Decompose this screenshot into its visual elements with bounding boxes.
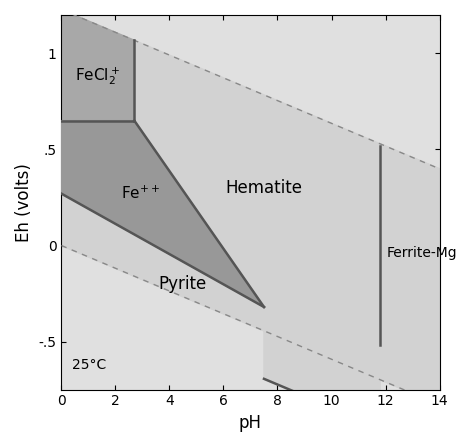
Text: Ferrite-Mg: Ferrite-Mg (387, 246, 457, 260)
X-axis label: pH: pH (239, 414, 262, 432)
Polygon shape (62, 10, 134, 121)
Polygon shape (62, 194, 380, 428)
Text: Fe$^{++}$: Fe$^{++}$ (121, 185, 160, 202)
Text: Pyrite: Pyrite (159, 275, 207, 293)
Polygon shape (380, 144, 439, 405)
Y-axis label: Eh (volts): Eh (volts) (15, 163, 33, 242)
Text: 25°C: 25°C (72, 358, 107, 371)
Polygon shape (62, 10, 439, 169)
Polygon shape (62, 10, 439, 405)
Polygon shape (62, 245, 439, 405)
Polygon shape (62, 121, 264, 307)
Text: Hematite: Hematite (226, 179, 302, 197)
Text: FeCl$_2^+$: FeCl$_2^+$ (75, 66, 120, 87)
